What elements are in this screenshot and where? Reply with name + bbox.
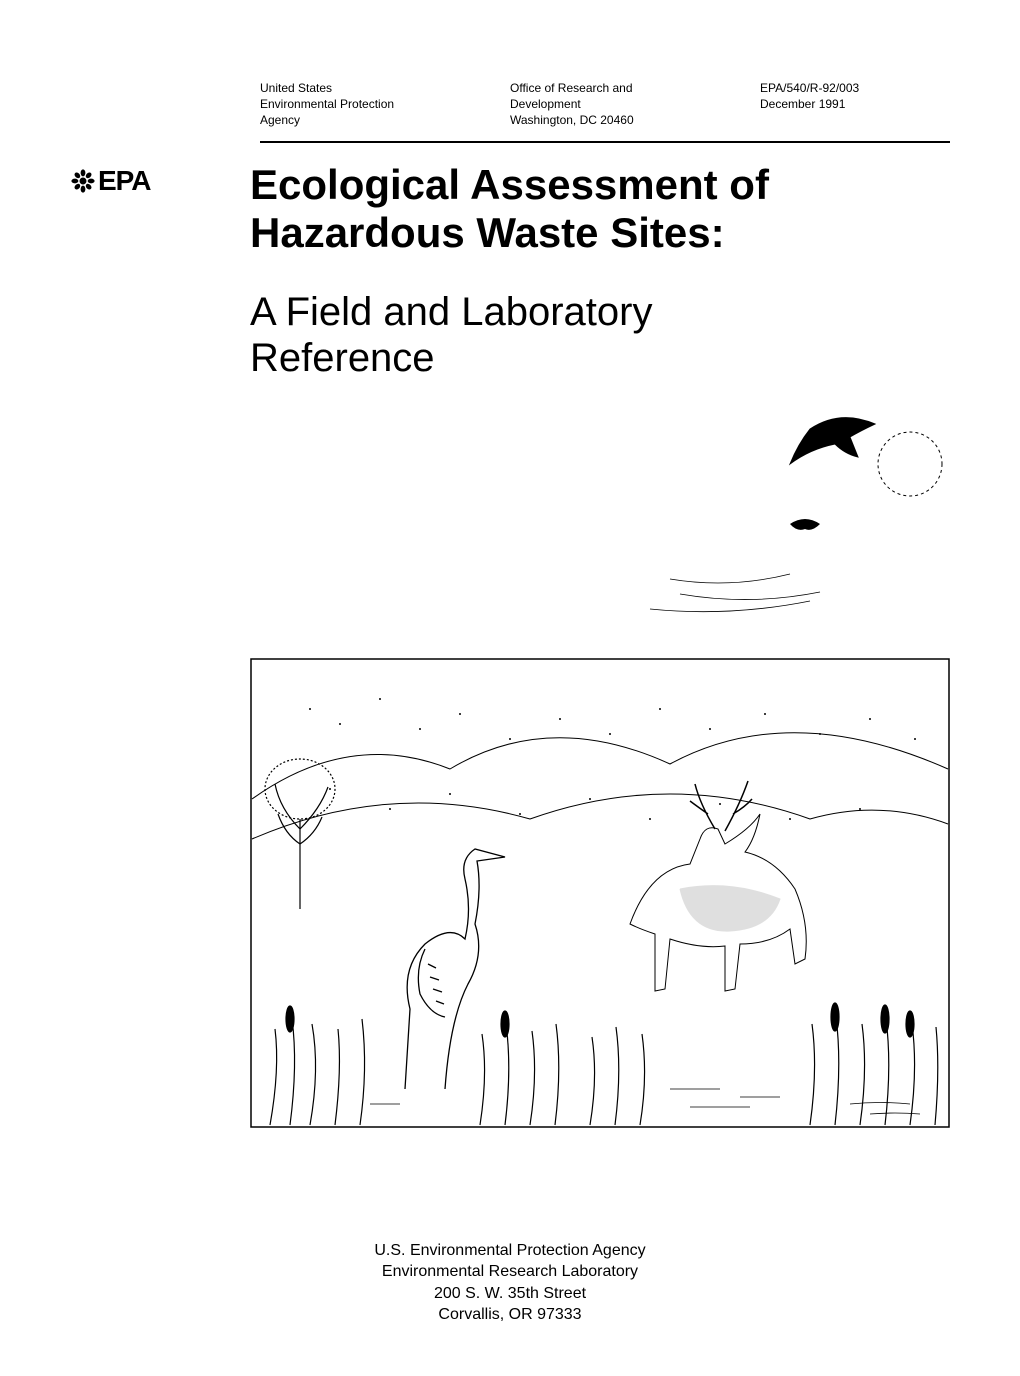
footer-line: Corvallis, OR 97333 (0, 1304, 1020, 1326)
wildlife-landscape-icon (250, 369, 950, 1129)
deer-icon (630, 781, 806, 991)
title-line: Hazardous Waste Sites: (250, 209, 950, 257)
flying-bird-icon (790, 418, 875, 464)
header-docnum-block: EPA/540/R-92/003 December 1991 (760, 80, 940, 129)
header-text: Development (510, 96, 760, 112)
hills-icon (252, 733, 948, 839)
header-text: United States (260, 80, 510, 96)
header-text: Office of Research and (510, 80, 760, 96)
document-title: Ecological Assessment of Hazardous Waste… (250, 161, 950, 258)
wetland-plants-icon (270, 1003, 938, 1125)
document-page: United States Environmental Protection A… (0, 0, 1020, 1376)
illustration-frame-icon (251, 659, 949, 1127)
footer-address-block: U.S. Environmental Protection Agency Env… (0, 1240, 1020, 1326)
document-subtitle: A Field and Laboratory Reference (250, 289, 950, 381)
sun-icon (878, 432, 942, 496)
epa-logo: EPA (70, 165, 250, 197)
header-text: Environmental Protection (260, 96, 510, 112)
footer-line: 200 S. W. 35th Street (0, 1283, 1020, 1305)
tree-icon (265, 759, 335, 909)
title-line: Ecological Assessment of (250, 161, 950, 209)
header-office-block: Office of Research and Development Washi… (510, 80, 760, 129)
header-agency-block: United States Environmental Protection A… (260, 80, 510, 129)
small-bird-icon (790, 519, 820, 530)
header-text: Agency (260, 112, 510, 128)
content-column: Ecological Assessment of Hazardous Waste… (250, 161, 950, 1130)
stipple-texture-icon (309, 698, 916, 820)
cover-illustration (250, 369, 950, 1129)
header-text: Washington, DC 20460 (510, 112, 760, 128)
footer-line: Environmental Research Laboratory (0, 1261, 1020, 1283)
epa-logo-text: EPA (98, 165, 151, 197)
texture-lines-icon (650, 574, 820, 612)
heron-icon (405, 849, 505, 1089)
logo-column: EPA (70, 161, 250, 1130)
document-number: EPA/540/R-92/003 (760, 80, 940, 96)
main-content-row: EPA Ecological Assessment of Hazardous W… (70, 161, 950, 1130)
epa-flower-icon (70, 168, 96, 194)
document-date: December 1991 (760, 96, 940, 112)
footer-line: U.S. Environmental Protection Agency (0, 1240, 1020, 1262)
subtitle-line: A Field and Laboratory (250, 289, 950, 335)
document-header: United States Environmental Protection A… (260, 80, 950, 143)
